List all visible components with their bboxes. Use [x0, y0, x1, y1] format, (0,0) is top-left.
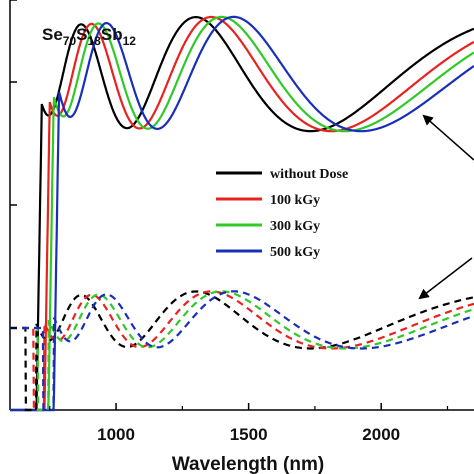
x-axis-label: Wavelength (nm) — [172, 454, 324, 474]
title-segment: Se — [42, 25, 63, 44]
series-line-300-kgy-solid — [10, 15, 474, 412]
legend-label: 100 kGy — [270, 193, 320, 208]
series-line-300-kgy-dashed — [10, 290, 474, 412]
legend-label: 500 kGy — [270, 245, 320, 260]
series-line-without-dose-solid — [10, 16, 474, 412]
x-tick-label: 1500 — [230, 425, 268, 444]
title-subscript: 70 — [63, 34, 77, 48]
legend: without Dose 100 kGy 300 kGy 500 kGy — [216, 167, 348, 260]
chart-title: Se70S18Sb12 — [42, 25, 136, 48]
title-subscript: 12 — [123, 34, 137, 48]
title-segment: S — [76, 25, 87, 44]
title-subscript: 18 — [88, 34, 102, 48]
legend-label: 300 kGy — [270, 219, 320, 234]
axis-ticks: 1000 1500 2000 — [10, 0, 449, 444]
title-segment: Sb — [101, 25, 123, 44]
x-tick-label: 1000 — [97, 425, 135, 444]
legend-label: without Dose — [270, 167, 348, 182]
chart-title-text: Se70S18Sb12 — [42, 25, 136, 48]
series-line-100-kgy-solid — [10, 15, 474, 412]
series-line-100-kgy-dashed — [10, 290, 474, 412]
x-tick-label: 2000 — [362, 425, 400, 444]
arrow-to-dashed-curves — [418, 257, 473, 300]
arrow-to-solid-curves — [422, 114, 474, 161]
annotation-arrows — [418, 114, 474, 300]
curves-layer — [10, 15, 474, 412]
series-line-without-dose-dashed — [10, 290, 474, 412]
plot-frame — [9, 0, 474, 411]
series-line-500-kgy-solid — [10, 15, 474, 412]
series-line-500-kgy-dashed — [10, 290, 474, 412]
